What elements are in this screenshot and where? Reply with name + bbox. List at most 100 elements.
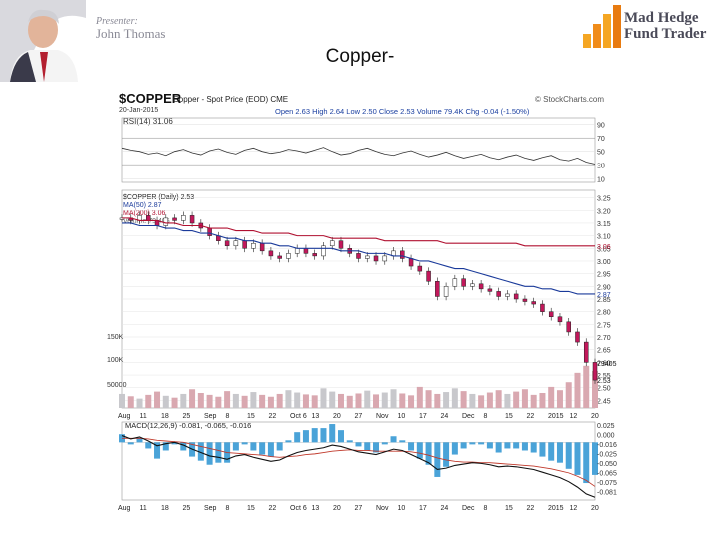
- chart-source: © StockCharts.com: [535, 95, 604, 104]
- macd-x-label: 8: [226, 505, 230, 512]
- price-x-label: 8: [484, 413, 488, 420]
- macd-histogram-bar: [583, 442, 590, 484]
- macd-histogram-bar: [504, 442, 511, 449]
- volume-bar: [206, 394, 213, 408]
- brand-name: Mad Hedge Fund Trader: [624, 10, 706, 42]
- volume-bar: [302, 394, 309, 408]
- presenter-photo: [0, 0, 86, 82]
- presenter-name: John Thomas: [96, 26, 166, 41]
- price-x-label: 27: [355, 413, 363, 420]
- ma200-line: [122, 217, 595, 247]
- volume-bar: [311, 395, 318, 408]
- price-candle: [338, 240, 344, 249]
- macd-label: MACD(12,26,9) -0.081, -0.065, -0.016: [125, 421, 251, 430]
- presenter-label: Presenter:: [96, 16, 138, 27]
- chart-quote: Open 2.63 High 2.64 Low 2.50 Close 2.53 …: [275, 107, 530, 116]
- macd-x-label: 24: [441, 505, 449, 512]
- volume-bar: [154, 391, 161, 408]
- price-tick-label: 2.60: [597, 360, 611, 367]
- macd-histogram-bar: [390, 436, 397, 443]
- price-x-label: 17: [419, 413, 427, 420]
- macd-histogram-bar: [154, 442, 161, 459]
- macd-x-label: 8: [484, 505, 488, 512]
- price-candle: [294, 248, 300, 254]
- macd-histogram-bar: [241, 442, 248, 445]
- macd-histogram-bar: [434, 442, 441, 477]
- macd-histogram-bar: [197, 442, 204, 461]
- macd-x-label: Oct 6: [290, 505, 307, 512]
- macd-x-label: Dec: [462, 505, 475, 512]
- price-x-label: 22: [527, 413, 535, 420]
- price-tick-label: 3.15: [597, 221, 611, 228]
- macd-histogram-bar: [294, 432, 301, 443]
- volume-bar: [127, 396, 134, 408]
- volume-bar: [425, 390, 432, 408]
- macd-signal-line: [122, 437, 596, 487]
- legend-ma50: MA(50) 2.87: [123, 202, 162, 209]
- macd-x-label: 12: [570, 505, 578, 512]
- volume-axis-label-100k: 100K: [107, 357, 124, 364]
- volume-bar: [171, 397, 178, 408]
- rsi-tick-label: 30: [597, 163, 605, 170]
- rsi-tick-label: 70: [597, 136, 605, 143]
- price-candle: [146, 215, 151, 221]
- chart-plot-layer: 90 70 50 30 10 31.06 3.25 3.20 3.15 3.10 3.05 3.00 2…: [118, 117, 617, 512]
- macd-tick-label: -0.016: [597, 442, 617, 449]
- macd-tick-label: 0.025: [597, 423, 615, 430]
- volume-bar: [215, 396, 222, 408]
- price-candle: [207, 227, 212, 236]
- price-tick-label: 3.05: [597, 246, 611, 253]
- volume-bar: [381, 392, 388, 408]
- macd-histogram-bar: [425, 442, 432, 465]
- macd-histogram-bar: [329, 424, 336, 443]
- macd-histogram-bar: [162, 442, 169, 451]
- chart-subtitle: Copper - Spot Price (EOD) CME: [173, 95, 288, 104]
- macd-tick-label: -0.065: [597, 471, 617, 478]
- macd-x-label: 11: [140, 505, 147, 512]
- macd-histogram-bar: [574, 442, 581, 475]
- macd-histogram-bar: [215, 442, 222, 463]
- close-tag: 2.53: [597, 378, 611, 385]
- volume-bar: [285, 390, 292, 408]
- macd-x-label: 25: [183, 505, 191, 512]
- volume-bar: [434, 393, 441, 408]
- macd-tick-label: -0.075: [597, 480, 617, 487]
- macd-tick-label: -0.081: [597, 490, 617, 497]
- price-candle: [400, 250, 405, 259]
- price-x-label: 18: [161, 413, 169, 420]
- macd-histogram-bar: [276, 442, 283, 451]
- macd-histogram-bar: [259, 442, 266, 455]
- macd-x-label: 10: [398, 505, 406, 512]
- volume-bar: [548, 386, 555, 408]
- price-tick-label: 2.55: [597, 373, 611, 380]
- macd-histogram-bar: [539, 442, 546, 457]
- price-tick-label: 3.10: [597, 234, 611, 241]
- price-candle: [277, 255, 282, 259]
- price-tick-label: 2.45: [597, 398, 611, 405]
- price-candle: [181, 215, 186, 221]
- macd-histogram-bar: [416, 442, 423, 459]
- macd-histogram-bar: [250, 442, 257, 451]
- macd-histogram-bar: [311, 428, 318, 443]
- price-candle: [443, 286, 449, 297]
- macd-histogram-bar: [495, 442, 502, 453]
- macd-histogram-bar: [521, 442, 528, 451]
- macd-x-label: 13: [312, 505, 320, 512]
- macd-histogram-bar: [443, 442, 450, 467]
- volume-bar: [119, 393, 125, 408]
- price-candle: [365, 255, 370, 259]
- macd-x-label: 2015: [548, 505, 564, 512]
- macd-histogram-bar: [232, 442, 239, 451]
- price-tick-label: 2.85: [597, 297, 611, 304]
- price-candle: [505, 293, 510, 297]
- volume-bar: [408, 395, 415, 408]
- volume-bar: [443, 392, 450, 408]
- volume-bar: [504, 393, 511, 408]
- brand-line-1: Mad Hedge: [624, 10, 699, 26]
- price-candle: [172, 217, 177, 221]
- brand-line-2: Fund Trader: [624, 26, 707, 42]
- slide-title: Copper-: [325, 46, 395, 67]
- chart-title: $COPPER: [119, 91, 182, 106]
- volume-bar: [337, 393, 344, 408]
- volume-bar: [513, 391, 520, 408]
